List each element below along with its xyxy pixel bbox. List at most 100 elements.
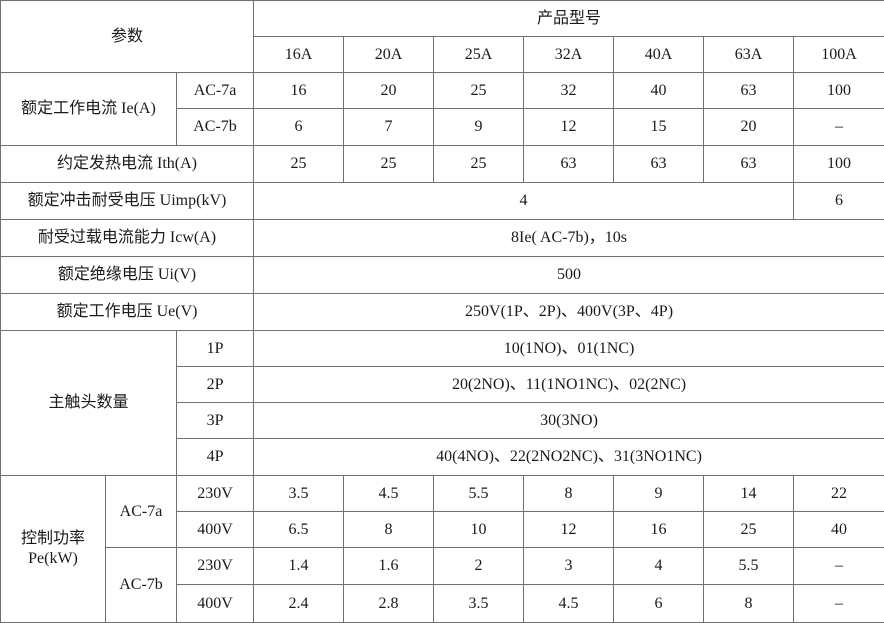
label-insulation-voltage: 额定绝缘电压 Ui(V) xyxy=(1,257,254,294)
cell-power-ac7a-230v-100a: 22 xyxy=(794,476,884,512)
cell-contacts-3p: 30(3NO) xyxy=(254,403,884,439)
cell-power-ac7b-230v-100a: – xyxy=(794,548,884,585)
row-rated-current-ac7a: 额定工作电流 Ie(A) AC-7a 16 20 25 32 40 63 100 xyxy=(1,73,884,109)
label-control-power-line2: Pe(kW) xyxy=(28,550,78,567)
header-model-20a: 20A xyxy=(344,37,434,73)
label-thermal-current: 约定发热电流 Ith(A) xyxy=(1,146,254,183)
sublabel-ie-ac7b: AC-7b xyxy=(177,109,254,146)
cell-contacts-2p: 20(2NO)、11(1NO1NC)、02(2NC) xyxy=(254,367,884,403)
row-power-ac7b-230v: AC-7b 230V 1.4 1.6 2 3 4 5.5 – xyxy=(1,548,884,585)
cell-contacts-4p: 40(4NO)、22(2NO2NC)、31(3NO1NC) xyxy=(254,439,884,476)
header-parameter-cell: 参数 xyxy=(1,1,254,73)
sublabel-contacts-3p: 3P xyxy=(177,403,254,439)
cell-power-ac7a-230v-25a: 5.5 xyxy=(434,476,524,512)
cell-power-ac7b-400v-16a: 2.4 xyxy=(254,585,344,623)
cell-power-ac7b-400v-40a: 6 xyxy=(614,585,704,623)
row-impulse-voltage: 额定冲击耐受电压 Uimp(kV) 4 6 xyxy=(1,183,884,220)
cell-power-ac7b-400v-100a: – xyxy=(794,585,884,623)
label-rated-operational-current: 额定工作电流 Ie(A) xyxy=(1,73,177,146)
cell-power-ac7b-400v-20a: 2.8 xyxy=(344,585,434,623)
sublabel-ie-ac7a: AC-7a xyxy=(177,73,254,109)
header-model-16a: 16A xyxy=(254,37,344,73)
header-model-25a: 25A xyxy=(434,37,524,73)
cell-power-ac7a-400v-25a: 10 xyxy=(434,512,524,548)
cell-ie-ac7b-63a: 20 xyxy=(704,109,794,146)
sublabel-power-ac7a-400v: 400V xyxy=(177,512,254,548)
cell-power-ac7a-230v-16a: 3.5 xyxy=(254,476,344,512)
cell-power-ac7b-230v-63a: 5.5 xyxy=(704,548,794,585)
header-product-model-cell: 产品型号 xyxy=(254,1,884,37)
label-impulse-voltage: 额定冲击耐受电压 Uimp(kV) xyxy=(1,183,254,220)
table-header-row-1: 参数 产品型号 xyxy=(1,1,884,37)
header-model-100a: 100A xyxy=(794,37,884,73)
sublabel-contacts-4p: 4P xyxy=(177,439,254,476)
cell-ith-100a: 100 xyxy=(794,146,884,183)
cell-power-ac7a-400v-63a: 25 xyxy=(704,512,794,548)
cell-ie-ac7a-40a: 40 xyxy=(614,73,704,109)
cell-ie-ac7b-16a: 6 xyxy=(254,109,344,146)
sublabel-power-ac7b-400v: 400V xyxy=(177,585,254,623)
cell-power-ac7b-400v-63a: 8 xyxy=(704,585,794,623)
cell-power-ac7b-230v-40a: 4 xyxy=(614,548,704,585)
cell-ie-ac7b-40a: 15 xyxy=(614,109,704,146)
cell-uimp-common: 4 xyxy=(254,183,794,220)
cell-power-ac7b-230v-32a: 3 xyxy=(524,548,614,585)
cell-power-ac7a-230v-32a: 8 xyxy=(524,476,614,512)
label-withstand-current: 耐受过载电流能力 Icw(A) xyxy=(1,220,254,257)
cell-power-ac7a-230v-63a: 14 xyxy=(704,476,794,512)
cell-ie-ac7b-25a: 9 xyxy=(434,109,524,146)
label-operational-voltage: 额定工作电压 Ue(V) xyxy=(1,294,254,331)
cell-power-ac7b-400v-25a: 3.5 xyxy=(434,585,524,623)
sublabel-contacts-2p: 2P xyxy=(177,367,254,403)
cell-power-ac7b-400v-32a: 4.5 xyxy=(524,585,614,623)
row-thermal-current: 约定发热电流 Ith(A) 25 25 25 63 63 63 100 xyxy=(1,146,884,183)
sublabel-power-ac7b-230v: 230V xyxy=(177,548,254,585)
cell-ie-ac7b-100a: – xyxy=(794,109,884,146)
cell-ith-63a: 63 xyxy=(704,146,794,183)
cell-ith-20a: 25 xyxy=(344,146,434,183)
row-withstand-current: 耐受过载电流能力 Icw(A) 8Ie( AC-7b)，10s xyxy=(1,220,884,257)
cell-power-ac7a-400v-16a: 6.5 xyxy=(254,512,344,548)
cell-ith-25a: 25 xyxy=(434,146,524,183)
cell-power-ac7b-230v-25a: 2 xyxy=(434,548,524,585)
sublabel-power-ac7b: AC-7b xyxy=(106,548,177,623)
cell-power-ac7a-230v-40a: 9 xyxy=(614,476,704,512)
row-insulation-voltage: 额定绝缘电压 Ui(V) 500 xyxy=(1,257,884,294)
cell-uimp-100a: 6 xyxy=(794,183,884,220)
cell-ith-32a: 63 xyxy=(524,146,614,183)
sublabel-contacts-1p: 1P xyxy=(177,331,254,367)
label-control-power-line1: 控制功率 xyxy=(21,530,85,547)
header-model-40a: 40A xyxy=(614,37,704,73)
cell-power-ac7a-400v-20a: 8 xyxy=(344,512,434,548)
cell-power-ac7a-400v-32a: 12 xyxy=(524,512,614,548)
cell-power-ac7a-400v-40a: 16 xyxy=(614,512,704,548)
cell-ui-value: 500 xyxy=(254,257,884,294)
cell-ie-ac7a-20a: 20 xyxy=(344,73,434,109)
cell-ith-16a: 25 xyxy=(254,146,344,183)
row-power-ac7a-230v: 控制功率 Pe(kW) AC-7a 230V 3.5 4.5 5.5 8 9 1… xyxy=(1,476,884,512)
sublabel-power-ac7a: AC-7a xyxy=(106,476,177,548)
cell-icw-value: 8Ie( AC-7b)，10s xyxy=(254,220,884,257)
cell-ue-value: 250V(1P、2P)、400V(3P、4P) xyxy=(254,294,884,331)
row-operational-voltage: 额定工作电压 Ue(V) 250V(1P、2P)、400V(3P、4P) xyxy=(1,294,884,331)
row-contacts-1p: 主触头数量 1P 10(1NO)、01(1NC) xyxy=(1,331,884,367)
sublabel-power-ac7a-230v: 230V xyxy=(177,476,254,512)
cell-ie-ac7a-16a: 16 xyxy=(254,73,344,109)
cell-ie-ac7a-32a: 32 xyxy=(524,73,614,109)
cell-ith-40a: 63 xyxy=(614,146,704,183)
header-model-63a: 63A xyxy=(704,37,794,73)
cell-ie-ac7a-63a: 63 xyxy=(704,73,794,109)
cell-ie-ac7a-25a: 25 xyxy=(434,73,524,109)
cell-ie-ac7a-100a: 100 xyxy=(794,73,884,109)
header-model-32a: 32A xyxy=(524,37,614,73)
cell-ie-ac7b-20a: 7 xyxy=(344,109,434,146)
cell-contacts-1p: 10(1NO)、01(1NC) xyxy=(254,331,884,367)
label-main-contact-quantity: 主触头数量 xyxy=(1,331,177,476)
cell-power-ac7a-400v-100a: 40 xyxy=(794,512,884,548)
cell-power-ac7a-230v-20a: 4.5 xyxy=(344,476,434,512)
cell-power-ac7b-230v-16a: 1.4 xyxy=(254,548,344,585)
cell-power-ac7b-230v-20a: 1.6 xyxy=(344,548,434,585)
label-control-power: 控制功率 Pe(kW) xyxy=(1,476,106,623)
cell-ie-ac7b-32a: 12 xyxy=(524,109,614,146)
